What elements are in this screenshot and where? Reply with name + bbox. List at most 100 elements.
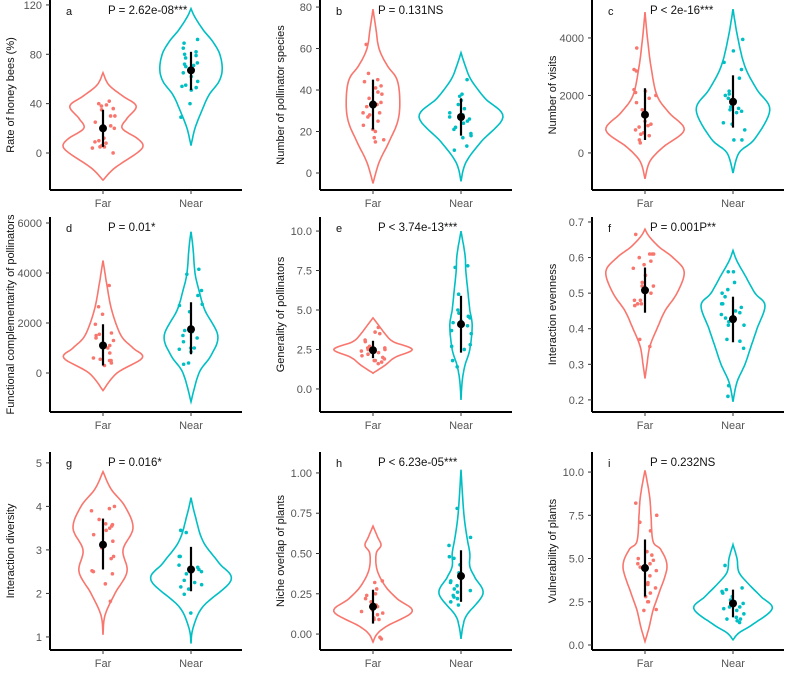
data-point <box>195 79 200 84</box>
data-point <box>359 349 364 353</box>
y-tick-label: 5 <box>36 458 42 470</box>
data-point <box>632 67 636 72</box>
y-tick-label: 0 <box>306 168 312 180</box>
data-point <box>633 90 638 95</box>
panel-g: 1 2 3 4 5 Interaction diversity g P = 0.016* Far… <box>5 452 242 670</box>
y-tick-label: 1.00 <box>291 468 312 480</box>
p-value-annotation: P < 6.23e-05*** <box>378 457 458 469</box>
data-point <box>651 284 656 288</box>
y-tick-label: 0 <box>36 368 42 380</box>
violin-near <box>149 497 233 644</box>
violin-near <box>159 6 223 146</box>
data-point <box>456 292 461 297</box>
data-point <box>375 612 380 617</box>
data-point <box>646 123 650 128</box>
data-point <box>111 338 116 343</box>
y-tick-label: 10.0 <box>563 467 584 479</box>
mean-point <box>641 564 649 573</box>
x-tick-label: Far <box>95 420 112 432</box>
data-point <box>648 344 652 349</box>
data-point <box>108 114 113 118</box>
data-point <box>723 316 728 320</box>
data-point <box>732 280 737 285</box>
data-point <box>720 302 725 306</box>
data-point <box>182 578 187 583</box>
data-point <box>90 569 94 573</box>
data-point <box>182 62 187 66</box>
data-point <box>640 108 645 112</box>
data-point <box>192 346 197 350</box>
panel-letter: g <box>66 458 72 470</box>
y-axis-label: Vulnerability of plants <box>547 498 559 603</box>
y-axis-label: Niche overlap of plants <box>275 495 287 607</box>
data-point <box>373 330 377 334</box>
x-tick-label: Far <box>637 420 654 432</box>
data-point <box>452 556 456 561</box>
y-tick-label: 0.50 <box>291 548 312 560</box>
panel-h: 0.00 0.25 0.50 0.75 1.00 Niche overlap of pla… <box>275 452 512 670</box>
panel-a: 0 40 80 120 Rate of honey bees (%) a P = 2.62e… <box>5 0 242 210</box>
data-point <box>196 293 200 298</box>
data-point <box>654 568 659 573</box>
data-point <box>376 350 381 355</box>
y-tick-label: 2.5 <box>297 344 312 356</box>
data-point <box>724 587 729 592</box>
mean-point <box>99 341 107 350</box>
y-tick-label: 0.4 <box>569 324 584 336</box>
data-point <box>195 61 200 65</box>
y-tick-label: 120 <box>24 0 42 12</box>
data-point <box>380 579 385 583</box>
data-point <box>181 362 186 367</box>
data-point <box>740 586 744 590</box>
data-point <box>723 93 728 98</box>
data-point <box>721 120 726 125</box>
data-point <box>740 138 744 142</box>
data-point <box>93 120 98 124</box>
y-tick-label: 1 <box>36 632 42 644</box>
data-point <box>111 106 116 111</box>
data-point <box>367 113 372 117</box>
data-point <box>634 46 639 50</box>
y-tick-label: 5.0 <box>569 554 584 566</box>
data-point <box>453 265 457 270</box>
data-point <box>373 129 378 134</box>
y-tick-label: 2.5 <box>569 597 584 609</box>
data-point <box>647 96 651 101</box>
x-tick-label: Near <box>179 420 203 432</box>
p-value-annotation: P = 0.016* <box>108 457 162 469</box>
data-point <box>633 501 638 505</box>
data-point <box>455 365 459 369</box>
y-tick-label: 2000 <box>18 318 42 330</box>
y-tick-label: 40 <box>300 85 312 97</box>
data-point <box>373 140 378 144</box>
violin-far <box>605 227 685 379</box>
data-point <box>183 83 188 87</box>
data-point <box>181 339 186 344</box>
data-point <box>719 312 724 317</box>
y-tick-label: 0.75 <box>291 508 312 520</box>
data-point <box>648 561 652 566</box>
data-point <box>181 46 186 50</box>
y-tick-label: 0.0 <box>569 640 584 652</box>
data-point <box>633 232 638 237</box>
data-point <box>462 106 467 111</box>
data-point <box>736 106 741 111</box>
y-tick-label: 3 <box>36 545 42 557</box>
panel-i: 0.0 2.5 5.0 7.5 10.0 Vulnerability of plants i… <box>547 452 784 670</box>
data-point <box>379 100 383 105</box>
data-point <box>451 320 455 325</box>
data-point <box>450 358 455 363</box>
data-point <box>182 592 187 597</box>
data-point <box>364 42 368 47</box>
data-point <box>738 617 743 621</box>
data-point <box>188 101 192 106</box>
data-point <box>96 101 101 106</box>
data-point <box>380 355 385 360</box>
data-point <box>739 305 744 310</box>
x-tick-label: Far <box>637 658 654 670</box>
mean-point <box>369 602 377 611</box>
data-point <box>377 617 381 622</box>
data-point <box>372 580 377 585</box>
